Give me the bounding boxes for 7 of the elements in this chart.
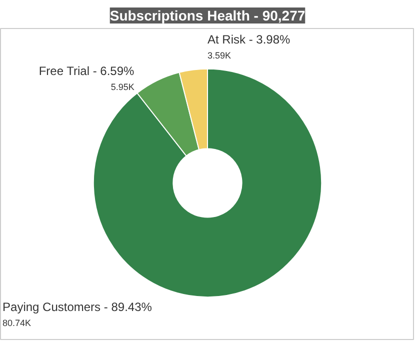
text: 80.74K bbox=[2, 318, 32, 328]
slice-label: At Risk - 3.98% bbox=[208, 32, 291, 46]
slice-label: Paying Customers - 89.43% bbox=[2, 300, 152, 314]
text: 5.95K bbox=[110, 82, 134, 92]
text: 3.59K bbox=[208, 50, 232, 60]
chart-title: Subscriptions Health - 90,277 bbox=[110, 8, 306, 24]
slice-label: Free Trial - 6.59% bbox=[38, 64, 135, 78]
